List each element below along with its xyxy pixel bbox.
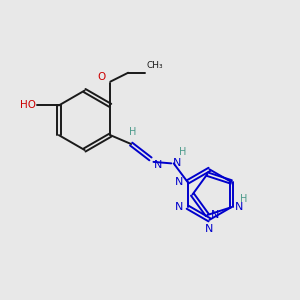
Text: H: H	[129, 127, 136, 136]
Text: N: N	[205, 224, 214, 234]
Text: H: H	[179, 147, 187, 158]
Text: N: N	[211, 210, 220, 220]
Text: N: N	[173, 158, 181, 168]
Text: HO: HO	[20, 100, 36, 110]
Text: H: H	[240, 194, 247, 204]
Text: CH₃: CH₃	[146, 61, 163, 70]
Text: N: N	[175, 202, 184, 212]
Text: N: N	[235, 202, 244, 212]
Text: N: N	[175, 177, 184, 187]
Text: O: O	[98, 72, 106, 82]
Text: N: N	[153, 160, 162, 170]
